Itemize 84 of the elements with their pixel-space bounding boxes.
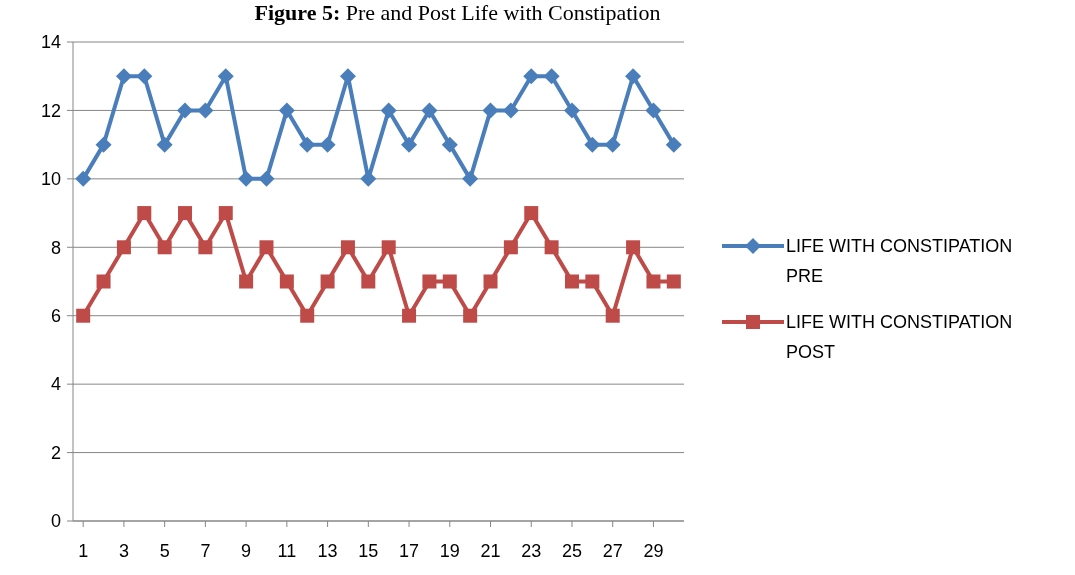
point [300,308,315,323]
legend-label: LIFE WITH CONSTIPATION PRE [786,236,1013,287]
point [646,274,661,289]
point [177,102,194,119]
point [217,68,234,85]
y-tick-label: 12 [40,100,61,121]
point [665,136,682,153]
point [585,274,600,289]
point [402,308,417,323]
point [178,206,193,221]
y-tick-label: 8 [50,237,61,258]
point [523,68,540,85]
y-tick-label: 6 [50,306,61,327]
point [361,274,376,289]
point [503,240,518,255]
point [278,102,295,119]
x-tick-label: 27 [602,541,623,561]
point [299,136,316,153]
point [218,206,233,221]
x-tick-label: 17 [399,541,420,561]
point [136,68,153,85]
legend-label: LIFE WITH CONSTIPATION POST [786,312,1013,363]
x-tick-label: 7 [200,541,211,561]
x-tick-label: 13 [317,541,338,561]
x-tick-label: 15 [358,541,379,561]
point [116,240,131,255]
point [645,102,662,119]
point [238,170,255,187]
y-tick-label: 4 [50,374,61,395]
y-tick-label: 14 [40,32,61,53]
x-tick-label: 9 [241,541,252,561]
x-tick-label: 25 [561,541,582,561]
point [482,102,499,119]
point [197,102,214,119]
point [258,170,275,187]
point [502,102,519,119]
point [259,240,274,255]
point [380,102,397,119]
x-tick-label: 29 [643,541,664,561]
y-tick-label: 0 [50,511,61,532]
point [239,274,254,289]
point [604,136,621,153]
point [441,136,458,153]
point [584,136,601,153]
y-tick-label: 2 [50,442,61,463]
point [483,274,498,289]
point [421,102,438,119]
point [666,274,681,289]
point [95,136,112,153]
x-tick-label: 5 [159,541,170,561]
x-tick-label: 21 [480,541,501,561]
point [544,240,559,255]
point [401,136,418,153]
chart-title: Figure 5: Pre and Post Life with Constipation [254,0,661,25]
point [463,308,478,323]
point [563,102,580,119]
point [626,240,641,255]
point [543,68,560,85]
point [625,68,642,85]
point [381,240,396,255]
point [524,206,539,221]
point [340,240,355,255]
point [156,136,173,153]
x-tick-label: 1 [78,541,89,561]
y-tick-label: 10 [40,169,61,190]
point [462,170,479,187]
point [137,206,152,221]
point [319,136,336,153]
point [564,274,579,289]
point [605,308,620,323]
x-tick-label: 19 [439,541,460,561]
point [198,240,213,255]
point [442,274,457,289]
x-tick-label: 11 [277,541,297,561]
point [76,308,91,323]
x-tick-label: 23 [521,541,542,561]
point [75,170,92,187]
point [157,240,172,255]
x-tick-label: 3 [118,541,129,561]
point [115,68,132,85]
point [422,274,437,289]
point [320,274,335,289]
point [279,274,294,289]
point [96,274,111,289]
